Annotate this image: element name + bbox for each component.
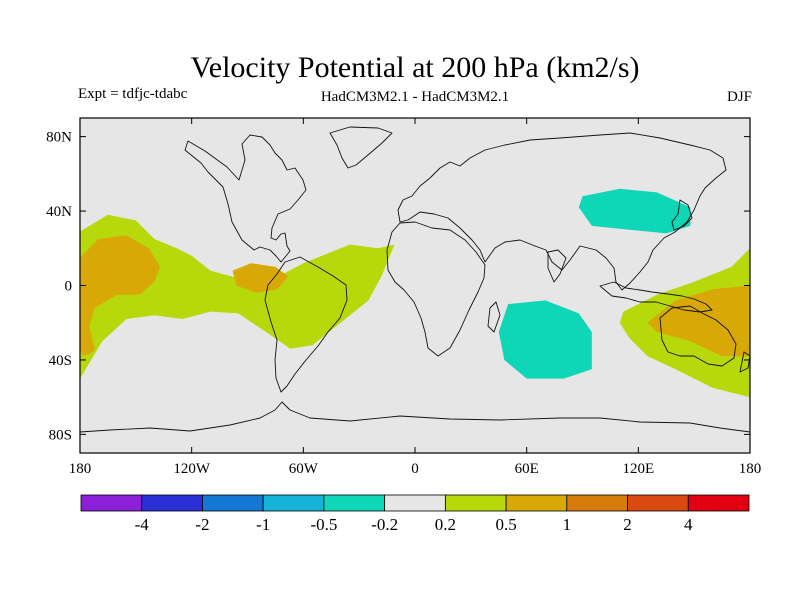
- colorbar-tick-label: -2: [195, 515, 209, 534]
- region-orange-south-america: [232, 263, 289, 293]
- coastline-india: [547, 249, 567, 283]
- coastline-australia: [659, 305, 737, 367]
- colorbar-tick-label: -0.2: [371, 515, 398, 534]
- colorbar-box: [687, 494, 750, 512]
- coastline-madagascar: [487, 301, 501, 333]
- coastline-maritime-continent: [599, 281, 713, 313]
- map-panel: [80, 118, 750, 453]
- coastline-greenland: [329, 126, 393, 169]
- axis-ticks: 180 120W 60W 0 60E 120E 180 80N 40N 0 40S 80S: [46, 118, 761, 477]
- coastline-eurasia: [397, 132, 727, 291]
- region-positive-east-pacific: [80, 214, 395, 379]
- y-tick-label: 40N: [46, 204, 72, 220]
- region-negative-south-atlantic: [349, 341, 388, 364]
- chart-title: Velocity Potential at 200 hPa (km2/s): [190, 51, 639, 84]
- colorbar-box: [141, 494, 203, 512]
- coastline-japan: [671, 199, 693, 231]
- chart-subtitle-right: DJF: [727, 89, 752, 105]
- y-tick-label: 80N: [46, 130, 72, 146]
- colorbar-tick-label: -1: [256, 515, 270, 534]
- coastline-antarctica: [80, 401, 750, 433]
- chart-subtitle-left: Expt = tdfjc-tdabc: [78, 86, 188, 102]
- colorbar-tick-label: 0.5: [495, 515, 516, 534]
- colorbar-tick-label: 0.2: [435, 515, 456, 534]
- x-tick-label: 180: [69, 461, 92, 477]
- colorbar-box: [384, 494, 446, 512]
- colorbar-box: [202, 494, 264, 512]
- x-tick-label: 120W: [173, 461, 211, 477]
- colorbar-box: [262, 494, 325, 512]
- contour-regions: [80, 155, 750, 398]
- colorbar: -4 -2 -1 -0.5 -0.2 0.2 0.5 1 2 4: [80, 494, 750, 534]
- region-orange-east-pacific: [80, 235, 160, 357]
- colorbar-tick-label: 4: [684, 515, 693, 534]
- x-tick-label: 60E: [515, 461, 539, 477]
- colorbar-box: [505, 494, 568, 512]
- y-tick-label: 40S: [49, 353, 72, 369]
- colorbar-box: [566, 494, 628, 512]
- colorbar-tick-label: -4: [135, 515, 150, 534]
- colorbar-tick-label: 2: [623, 515, 632, 534]
- coastline-south-america: [264, 256, 348, 393]
- x-tick-label: 180: [739, 461, 762, 477]
- region-orange-australia: [647, 285, 750, 357]
- colorbar-box: [627, 494, 689, 512]
- coastline-africa: [386, 221, 486, 357]
- y-tick-label: 80S: [49, 427, 72, 443]
- x-tick-label: 120E: [622, 461, 654, 477]
- coastline-new-zealand: [739, 351, 750, 373]
- colorbar-box: [80, 494, 143, 512]
- chart-subtitle-center: HadCM3M2.1 - HadCM3M2.1: [321, 89, 509, 105]
- x-tick-label: 0: [411, 461, 419, 477]
- coastline-north-america: [184, 134, 307, 263]
- colorbar-tick-label: -0.5: [310, 515, 337, 534]
- colorbar-box: [444, 494, 507, 512]
- coastlines: [80, 126, 750, 433]
- region-blue-indian-core: [498, 300, 592, 379]
- x-tick-label: 60W: [289, 461, 319, 477]
- colorbar-tick-label: 1: [563, 515, 572, 534]
- y-tick-label: 0: [65, 279, 73, 295]
- region-blue-asia-core: [578, 188, 691, 234]
- colorbar-box: [323, 494, 386, 512]
